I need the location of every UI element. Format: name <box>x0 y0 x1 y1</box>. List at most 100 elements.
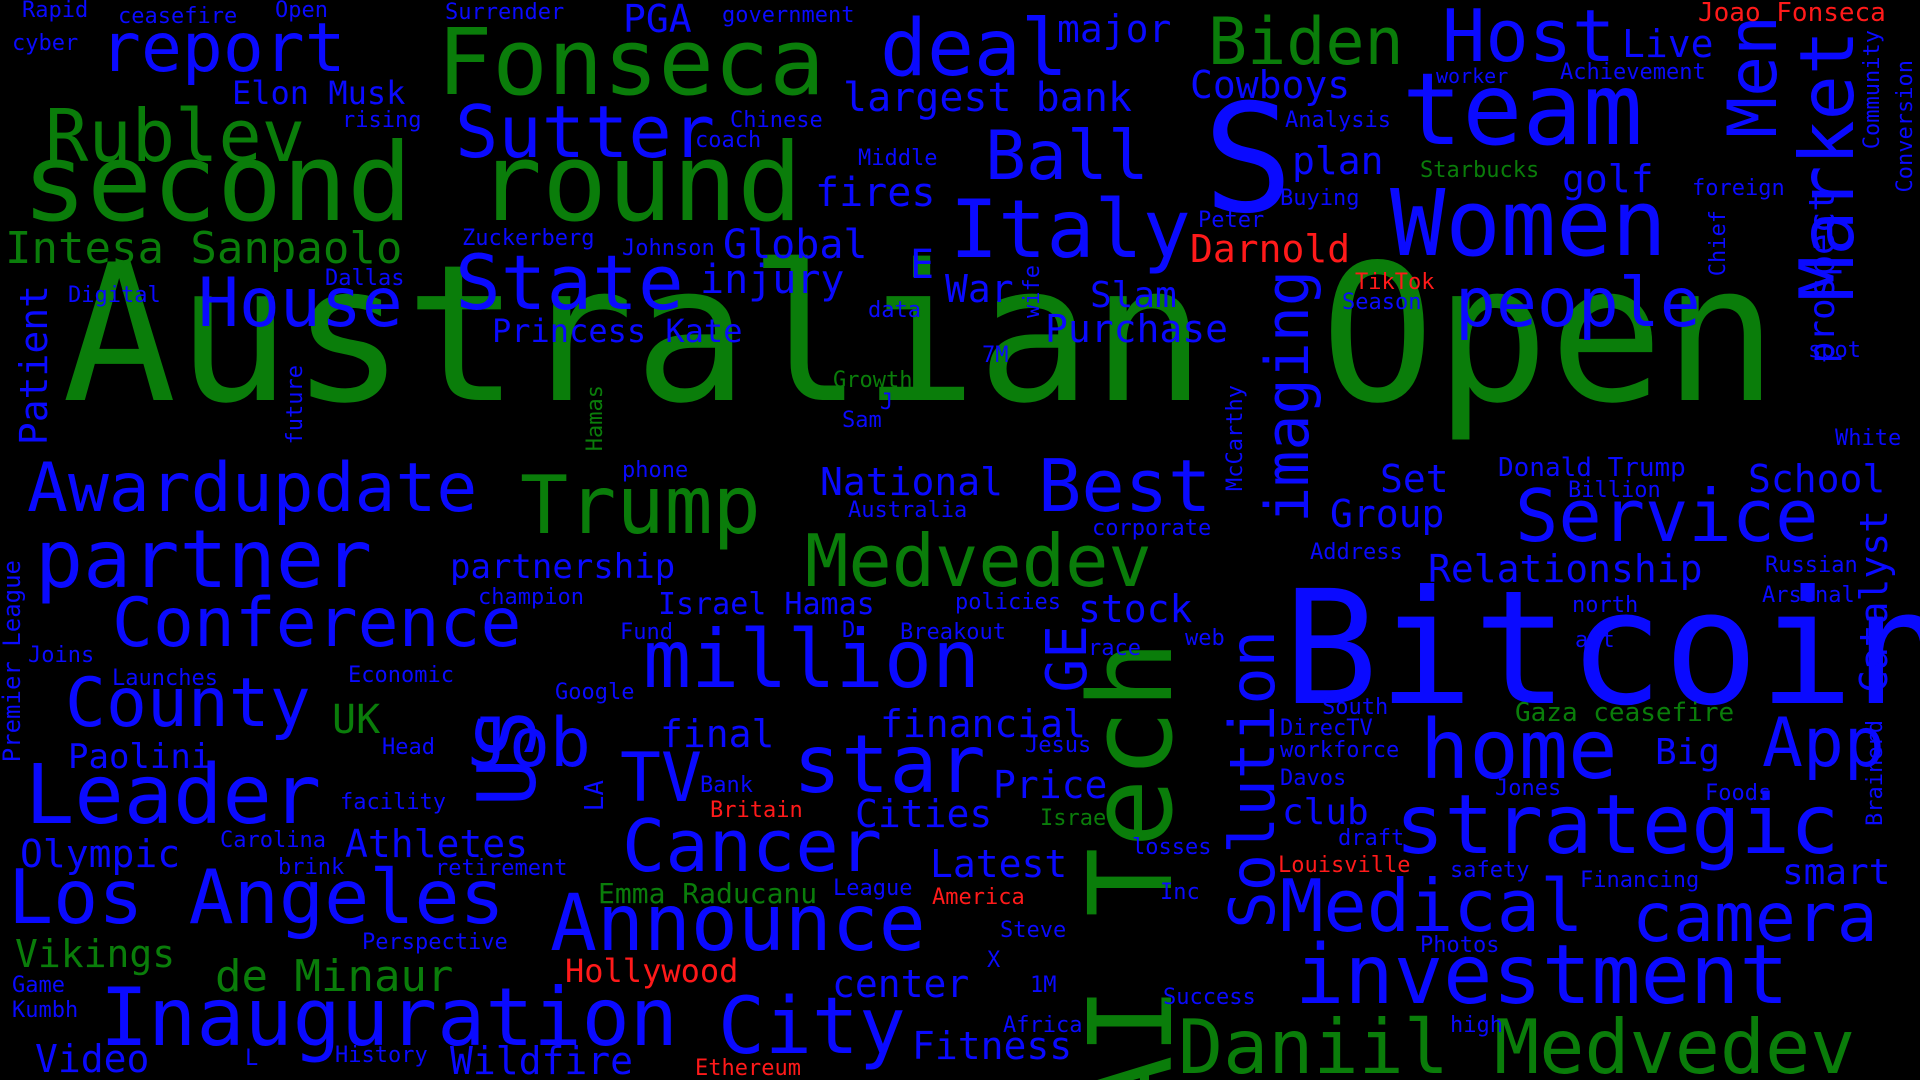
word-price: Price <box>993 763 1108 807</box>
word-head: Head <box>382 735 435 760</box>
word-big: Big <box>1655 732 1721 773</box>
word-joins: Joins <box>28 643 95 668</box>
word-zuckerberg: Zuckerberg <box>462 226 595 251</box>
word-7m: 7M <box>982 343 1009 368</box>
word-women: Women <box>1390 170 1667 277</box>
word-service: Service <box>1515 474 1819 558</box>
word-south: South <box>1322 695 1389 720</box>
word-live: Live <box>1622 22 1714 66</box>
word-history: History <box>335 1043 428 1068</box>
word-future: future <box>283 365 308 445</box>
word-israel-hamas: Israel Hamas <box>658 587 875 622</box>
word-johnson: Johnson <box>622 236 715 261</box>
word-slam: Slam <box>1090 275 1177 316</box>
word-directv: DirecTV <box>1280 716 1373 741</box>
word-brink: brink <box>278 855 345 880</box>
word-worker: worker <box>1436 64 1509 88</box>
word-joao-fonseca: Joao Fonseca <box>1698 0 1886 28</box>
word-e: E <box>910 242 935 288</box>
word-global: Global <box>723 222 868 268</box>
word-latest: Latest <box>930 842 1068 886</box>
word-surrender: Surrender <box>445 0 565 25</box>
word-spot: spot <box>1808 338 1861 363</box>
word-announce: Announce <box>550 879 926 969</box>
word-achievement: Achievement <box>1560 60 1706 85</box>
word-gaza-ceasefire: Gaza ceasefire <box>1515 698 1735 728</box>
word-intesa-sanpaolo: Intesa Sanpaolo <box>5 223 403 274</box>
word-princess-kate: Princess Kate <box>492 312 743 350</box>
word-america: America <box>932 885 1025 910</box>
word-people: people <box>1455 264 1701 343</box>
word-africa: Africa <box>1003 1013 1083 1038</box>
word-wife: wife <box>1020 265 1045 318</box>
word-photos: Photos <box>1420 933 1500 958</box>
word-national: National <box>820 460 1004 504</box>
word-stock: stock <box>1078 587 1193 631</box>
word-draft: draft <box>1338 826 1405 851</box>
word-fires: fires <box>815 170 936 216</box>
word-champion: champion <box>478 585 584 610</box>
word-j: J <box>880 390 894 415</box>
word-australia: Australia <box>848 498 968 523</box>
word-premier-league: Premier League <box>0 560 26 763</box>
word-web: web <box>1185 626 1225 651</box>
word-billion: Billion <box>1568 478 1661 503</box>
word-best: Best <box>1038 444 1212 528</box>
word-largest-bank: largest bank <box>843 75 1132 121</box>
word-star: star <box>793 718 986 811</box>
word-center: center <box>832 962 970 1006</box>
word-analysis: Analysis <box>1285 108 1391 133</box>
word-de-minaur: de Minaur <box>215 951 454 1002</box>
word-elon-musk: Elon Musk <box>232 74 406 112</box>
word-britain: Britain <box>710 798 803 823</box>
word-jesus: Jesus <box>1025 733 1092 758</box>
word-act: act <box>1575 628 1615 653</box>
word-peter: Peter <box>1198 208 1265 233</box>
word-city: City <box>718 982 906 1072</box>
word-county: County <box>65 664 311 743</box>
word-pga: PGA <box>623 0 692 41</box>
word-cowboys: Cowboys <box>1190 63 1351 107</box>
word-coach: coach <box>695 128 762 153</box>
word-million: million <box>643 613 981 706</box>
word-smart: smart <box>1782 852 1891 893</box>
word-brainerd: Brainerd <box>1863 720 1888 826</box>
word-1m: 1M <box>1030 973 1057 998</box>
word-camera: camera <box>1632 879 1878 958</box>
word-davos: Davos <box>1280 766 1347 791</box>
word-strategic: strategic <box>1395 778 1840 873</box>
word-italy: Italy <box>950 183 1191 276</box>
word-tiktok: TikTok <box>1355 270 1435 295</box>
word-hollywood: Hollywood <box>565 952 739 990</box>
word-vikings: Vikings <box>15 932 176 976</box>
word-paolini: Paolini <box>68 737 212 777</box>
word-second-round: second round <box>22 121 803 246</box>
word-safety: safety <box>1450 858 1530 883</box>
word-club: club <box>1282 792 1369 833</box>
word-solution: Solution <box>1216 630 1289 929</box>
word-buying: Buying <box>1280 186 1360 211</box>
word-job: Job <box>468 704 591 783</box>
word-policies: policies <box>955 590 1061 615</box>
word-relationship: Relationship <box>1428 547 1703 591</box>
word-jones: Jones <box>1495 776 1562 801</box>
word-government: government <box>722 3 855 28</box>
word-chinese: Chinese <box>730 108 823 133</box>
word-cities: Cities <box>855 792 993 836</box>
word-biden: Biden <box>1208 5 1404 80</box>
word-injury: injury <box>700 257 845 303</box>
word-catalyst: Catalyst <box>1852 510 1896 694</box>
word-israel: Israel <box>1040 806 1120 831</box>
word-war: War <box>945 267 1014 311</box>
word-louisville: Louisville <box>1278 853 1411 878</box>
word-trump: Trump <box>520 459 761 552</box>
word-emma-raducanu: Emma Raducanu <box>598 877 818 910</box>
word-golf: golf <box>1562 157 1654 201</box>
word-ethereum: Ethereum <box>695 1056 801 1080</box>
word-white: White <box>1835 426 1902 451</box>
word-host: Host <box>1442 0 1616 78</box>
word-group: Group <box>1330 492 1445 536</box>
word-address: Address <box>1310 540 1403 565</box>
word-sutter: Sutter <box>455 90 716 174</box>
